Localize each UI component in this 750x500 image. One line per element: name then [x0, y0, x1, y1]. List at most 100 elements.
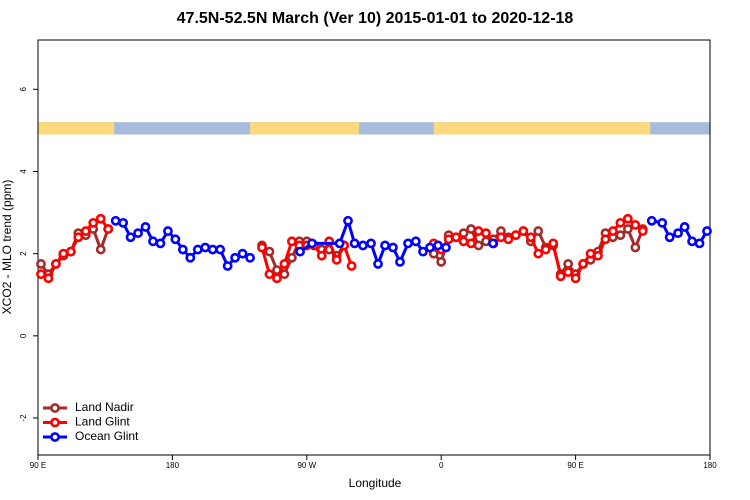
data-point	[664, 232, 675, 243]
data-point	[436, 256, 447, 267]
data-point	[555, 271, 566, 282]
data-point	[525, 232, 536, 243]
data-point	[630, 220, 641, 230]
data-point	[441, 242, 451, 253]
data-point	[410, 236, 421, 247]
data-point	[222, 261, 233, 271]
data-point	[679, 222, 690, 232]
y-axis-label: XCO2 - MLO trend (ppm)	[0, 180, 14, 315]
y-tick-label: -2	[19, 414, 28, 422]
data-point	[95, 213, 106, 224]
y-tick-label: 6	[19, 87, 28, 92]
data-point	[36, 259, 46, 269]
data-point	[615, 230, 626, 241]
data-point	[578, 259, 588, 269]
data-point	[192, 244, 203, 255]
x-tick-label: 180	[166, 461, 180, 470]
data-point	[257, 242, 267, 253]
data-point	[88, 217, 99, 228]
data-point	[533, 226, 544, 236]
data-point	[185, 252, 196, 263]
data-point	[36, 269, 46, 280]
y-tick-label: 4	[19, 169, 28, 174]
data-point	[673, 228, 683, 239]
data-point	[518, 226, 529, 236]
data-point	[533, 248, 544, 259]
data-point	[657, 217, 668, 228]
data-point	[286, 252, 297, 263]
land-band	[433, 122, 651, 135]
data-point	[458, 228, 469, 239]
land-band	[38, 122, 115, 135]
data-point	[366, 238, 376, 249]
chart-title: 47.5N-52.5N March (Ver 10) 2015-01-01 to…	[177, 10, 574, 27]
data-point	[358, 240, 368, 251]
data-point	[307, 238, 317, 249]
data-point	[593, 250, 603, 261]
data-point	[177, 244, 188, 255]
data-point	[155, 238, 166, 249]
data-point	[80, 226, 91, 236]
data-point	[466, 224, 476, 234]
data-point	[380, 240, 390, 251]
data-point	[140, 222, 151, 232]
data-point	[43, 273, 54, 284]
data-point	[331, 254, 342, 265]
data-point	[488, 238, 498, 249]
data-point	[264, 246, 275, 257]
data-point	[51, 259, 61, 269]
data-point	[237, 248, 248, 259]
data-point	[264, 269, 275, 280]
data-point	[496, 232, 506, 243]
data-point	[563, 267, 574, 278]
data-point	[316, 250, 327, 261]
data-point	[95, 244, 106, 255]
data-point	[622, 213, 633, 224]
data-point	[637, 226, 648, 236]
data-point	[481, 228, 491, 239]
legend-label: Land Nadir	[75, 400, 134, 414]
data-point	[443, 234, 454, 245]
data-point	[58, 248, 69, 259]
data-point	[170, 234, 181, 245]
data-point	[395, 256, 405, 267]
data-point	[425, 242, 435, 253]
data-point	[418, 246, 428, 257]
data-point	[349, 238, 360, 249]
data-point	[279, 269, 290, 280]
y-tick-label: 0	[19, 333, 28, 338]
data-point	[272, 273, 282, 284]
data-point	[473, 226, 484, 236]
legend-marker	[50, 417, 60, 428]
land-band	[250, 122, 360, 135]
data-point	[451, 232, 462, 243]
data-point	[563, 259, 574, 269]
data-point	[702, 226, 712, 236]
legend-label: Land Glint	[75, 415, 130, 429]
data-point	[73, 232, 84, 243]
y-tick-label: 2	[19, 251, 28, 256]
data-point	[295, 246, 305, 257]
plot-frame	[37, 39, 711, 456]
data-point	[245, 252, 255, 263]
data-point	[466, 238, 476, 249]
data-point	[687, 236, 697, 247]
data-point	[103, 224, 114, 234]
data-point	[133, 228, 143, 239]
data-point	[286, 236, 297, 247]
x-tick-label: 90 E	[30, 461, 46, 470]
data-point	[433, 240, 443, 251]
x-tick-label: 90 E	[567, 461, 583, 470]
data-point	[343, 215, 353, 226]
data-point	[646, 215, 657, 226]
data-point	[458, 236, 469, 247]
data-point	[403, 238, 413, 249]
data-point	[473, 240, 484, 251]
data-point	[346, 261, 357, 271]
legend-marker	[50, 403, 60, 413]
data-point	[279, 259, 290, 269]
data-point	[388, 242, 398, 253]
data-point	[110, 215, 121, 226]
legend-label: Ocean Glint	[75, 429, 139, 443]
data-point	[148, 236, 158, 247]
